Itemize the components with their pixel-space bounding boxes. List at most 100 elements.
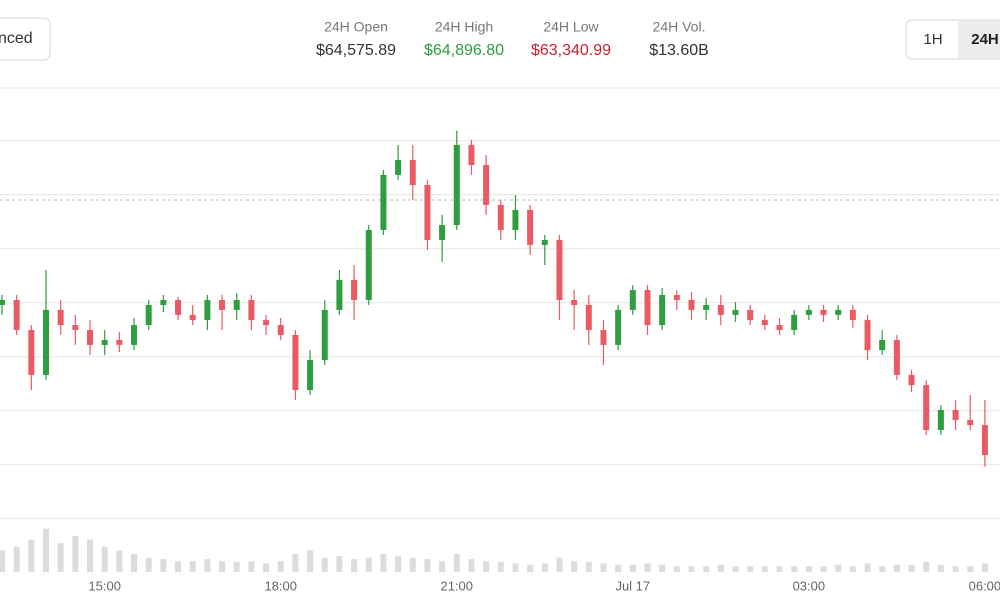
button-label[interactable]: nced [0,30,33,47]
candle-body [556,239,563,300]
volume-bar [453,554,460,572]
candle-body [820,309,827,315]
candle-body [380,174,387,231]
candle-body [805,309,812,315]
volume-bar [659,564,666,572]
volume-bar [160,559,167,572]
candle-body [703,304,710,310]
volume-bar [805,566,812,572]
volume-bar [483,561,490,572]
toggle-1h[interactable]: 1H [923,31,942,48]
volume-bar [791,566,798,572]
volume-bar [204,559,211,572]
candle-body [967,420,974,426]
volume-bar [57,543,64,572]
volume-bar [703,566,710,572]
volume-bar [351,559,358,572]
candle-body [673,295,680,300]
candle-body [336,279,343,310]
volume-bar [585,561,592,572]
volume-bar [439,561,446,572]
candle-body [497,204,504,231]
volume-bar [131,554,138,572]
volume-bar [233,561,240,572]
candle-body [219,299,226,310]
volume-bar [116,550,123,572]
candle-body [233,299,240,310]
volume-bar [747,566,754,572]
volume-bar [72,536,79,572]
volume-bar [761,566,768,572]
volume-bar [776,566,783,572]
candle-body [747,309,754,321]
candle-body [981,425,988,456]
stat-value: $64,575.89 [316,42,396,59]
candle-body [175,299,182,315]
volume-bar [600,563,607,572]
candle-body [717,304,724,315]
stat-label: 24H Low [543,19,599,35]
candle-body [321,309,328,361]
candle-body [72,325,79,331]
candle-body [248,299,255,321]
candle-body [512,209,519,231]
volume-bar [732,566,739,572]
x-tick-label: 18:00 [264,578,297,593]
volume-bar [835,564,842,572]
volume-bar [497,561,504,572]
volume-bar [409,557,416,572]
x-tick-label: Jul 17 [615,578,650,593]
candle-body [600,330,607,345]
volume-bar [527,564,534,572]
candle-body [28,330,35,375]
volume-bar [307,550,314,572]
volume-bar [336,556,343,572]
x-tick-label: 21:00 [440,578,473,593]
candle-body [439,225,446,240]
volume-bar [277,561,284,572]
volume-bar [219,561,226,572]
volume-bar [43,528,50,572]
volume-bar [395,556,402,572]
volume-bar [292,554,299,572]
volume-bar [615,564,622,572]
x-tick-label: 03:00 [793,578,826,593]
volume-bar [864,563,871,572]
candle-body [776,325,783,331]
candle-body [732,309,739,315]
volume-bar [380,554,387,572]
volume-bar [893,564,900,572]
candle-body [116,339,123,345]
candle-body [277,325,284,335]
volume-bar [468,559,475,572]
candle-body [13,299,20,331]
volume-bar [13,546,20,572]
volume-bar [189,561,196,572]
volume-bar [967,566,974,572]
stat-label: 24H Open [324,19,388,35]
candle-body [453,144,460,226]
volume-bar [424,559,431,572]
x-tick-label: 15:00 [88,578,121,593]
candle-body [43,309,50,375]
candle-body [395,160,402,175]
candle-body [468,144,475,165]
advanced-button[interactable] [0,17,51,61]
volume-bar [952,566,959,572]
candle-body [879,339,886,351]
toggle-24h[interactable]: 24H [971,31,999,48]
volume-bar [248,561,255,572]
candle-body [204,299,211,321]
volume-bar [937,564,944,572]
candle-body [101,339,108,345]
candle-body [571,299,578,305]
stat-value: $64,896.80 [424,42,504,59]
candle-body [923,385,930,431]
candle-body [835,309,842,315]
volume-bar [717,564,724,572]
toggle-active-bg [958,21,1000,58]
candle-body [307,360,314,391]
